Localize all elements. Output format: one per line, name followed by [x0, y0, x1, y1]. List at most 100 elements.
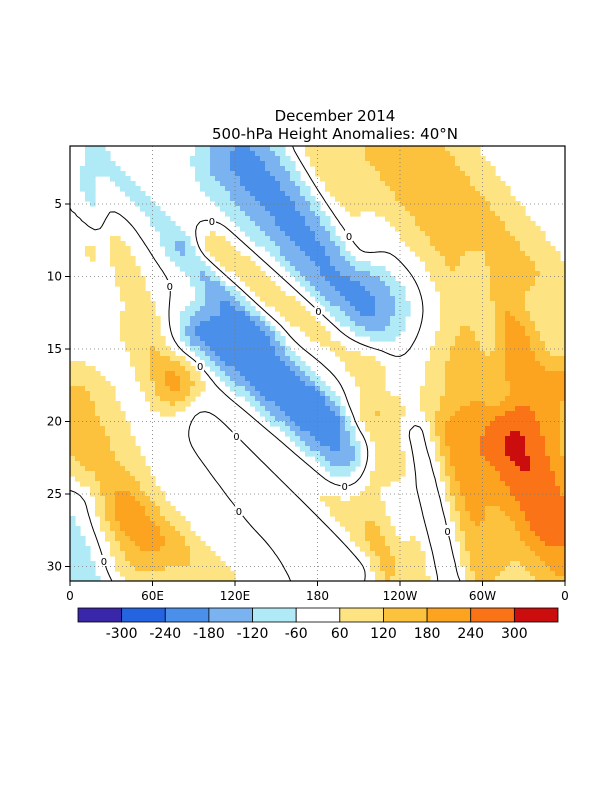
- anomaly-cell: [445, 466, 451, 472]
- anomaly-cell: [275, 301, 281, 307]
- anomaly-cell: [265, 381, 271, 387]
- anomaly-cell: [370, 386, 376, 392]
- anomaly-cell: [490, 526, 496, 532]
- anomaly-cell: [225, 371, 231, 377]
- anomaly-cell: [250, 326, 256, 332]
- anomaly-cell: [75, 541, 81, 547]
- anomaly-cell: [485, 241, 491, 247]
- anomaly-cell: [450, 391, 456, 397]
- anomaly-cell: [350, 291, 356, 297]
- anomaly-cell: [100, 426, 106, 432]
- anomaly-cell: [90, 431, 96, 437]
- anomaly-cell: [275, 396, 281, 402]
- anomaly-cell: [475, 236, 481, 242]
- anomaly-cell: [220, 186, 226, 192]
- anomaly-cell: [470, 411, 476, 417]
- anomaly-cell: [425, 401, 431, 407]
- anomaly-cell: [510, 221, 516, 227]
- anomaly-cell: [240, 366, 246, 372]
- anomaly-cell: [325, 181, 331, 187]
- anomaly-cell: [455, 356, 461, 362]
- anomaly-cell: [240, 186, 246, 192]
- anomaly-cell: [390, 531, 396, 537]
- anomaly-cell: [110, 441, 116, 447]
- anomaly-cell: [320, 446, 326, 452]
- anomaly-cell: [385, 306, 391, 312]
- anomaly-cell: [420, 181, 426, 187]
- anomaly-cell: [150, 506, 156, 512]
- anomaly-cell: [140, 486, 146, 492]
- anomaly-cell: [500, 376, 506, 382]
- anomaly-cell: [140, 541, 146, 547]
- anomaly-cell: [250, 231, 256, 237]
- anomaly-cell: [215, 171, 221, 177]
- anomaly-cell: [545, 461, 551, 467]
- anomaly-cell: [450, 466, 456, 472]
- anomaly-cell: [110, 176, 116, 182]
- anomaly-cell: [535, 381, 541, 387]
- anomaly-cell: [270, 156, 276, 162]
- anomaly-cell: [235, 171, 241, 177]
- anomaly-cell: [75, 376, 81, 382]
- anomaly-cell: [280, 231, 286, 237]
- anomaly-cell: [555, 301, 561, 307]
- anomaly-cell: [375, 421, 381, 427]
- anomaly-cell: [440, 216, 446, 222]
- anomaly-cell: [335, 396, 341, 402]
- anomaly-cell: [195, 271, 201, 277]
- anomaly-cell: [125, 251, 131, 257]
- anomaly-cell: [315, 326, 321, 332]
- anomaly-cell: [205, 321, 211, 327]
- anomaly-cell: [135, 376, 141, 382]
- anomaly-cell: [525, 331, 531, 337]
- anomaly-cell: [435, 416, 441, 422]
- anomaly-cell: [355, 211, 361, 217]
- anomaly-cell: [345, 321, 351, 327]
- anomaly-cell: [535, 311, 541, 317]
- anomaly-cell: [480, 366, 486, 372]
- anomaly-cell: [75, 526, 81, 532]
- anomaly-cell: [265, 146, 271, 152]
- anomaly-cell: [180, 536, 186, 542]
- anomaly-cell: [325, 496, 331, 502]
- anomaly-cell: [110, 251, 116, 257]
- anomaly-cell: [80, 536, 86, 542]
- anomaly-cell: [250, 271, 256, 277]
- anomaly-cell: [345, 261, 351, 267]
- anomaly-cell: [365, 396, 371, 402]
- anomaly-cell: [385, 416, 391, 422]
- anomaly-cell: [270, 361, 276, 367]
- anomaly-cell: [440, 296, 446, 302]
- anomaly-cell: [485, 321, 491, 327]
- anomaly-cell: [515, 341, 521, 347]
- anomaly-cell: [460, 241, 466, 247]
- anomaly-cell: [530, 361, 536, 367]
- anomaly-cell: [135, 461, 141, 467]
- anomaly-cell: [400, 296, 406, 302]
- anomaly-cell: [275, 371, 281, 377]
- anomaly-cell: [320, 256, 326, 262]
- anomaly-cell: [445, 181, 451, 187]
- anomaly-cell: [510, 416, 516, 422]
- anomaly-cell: [560, 396, 565, 402]
- anomaly-cell: [255, 391, 261, 397]
- anomaly-cell: [550, 461, 556, 467]
- anomaly-cell: [545, 256, 551, 262]
- anomaly-cell: [210, 151, 216, 157]
- anomaly-cell: [250, 381, 256, 387]
- anomaly-cell: [130, 336, 136, 342]
- anomaly-cell: [325, 296, 331, 302]
- anomaly-cell: [560, 326, 565, 332]
- anomaly-cell: [275, 241, 281, 247]
- anomaly-cell: [95, 406, 101, 412]
- anomaly-cell: [325, 446, 331, 452]
- anomaly-cell: [495, 411, 501, 417]
- anomaly-cell: [480, 531, 486, 537]
- anomaly-cell: [395, 166, 401, 172]
- anomaly-cell: [510, 236, 516, 242]
- anomaly-cell: [400, 181, 406, 187]
- anomaly-cell: [545, 466, 551, 472]
- anomaly-cell: [525, 511, 531, 517]
- anomaly-cell: [465, 256, 471, 262]
- anomaly-cell: [495, 516, 501, 522]
